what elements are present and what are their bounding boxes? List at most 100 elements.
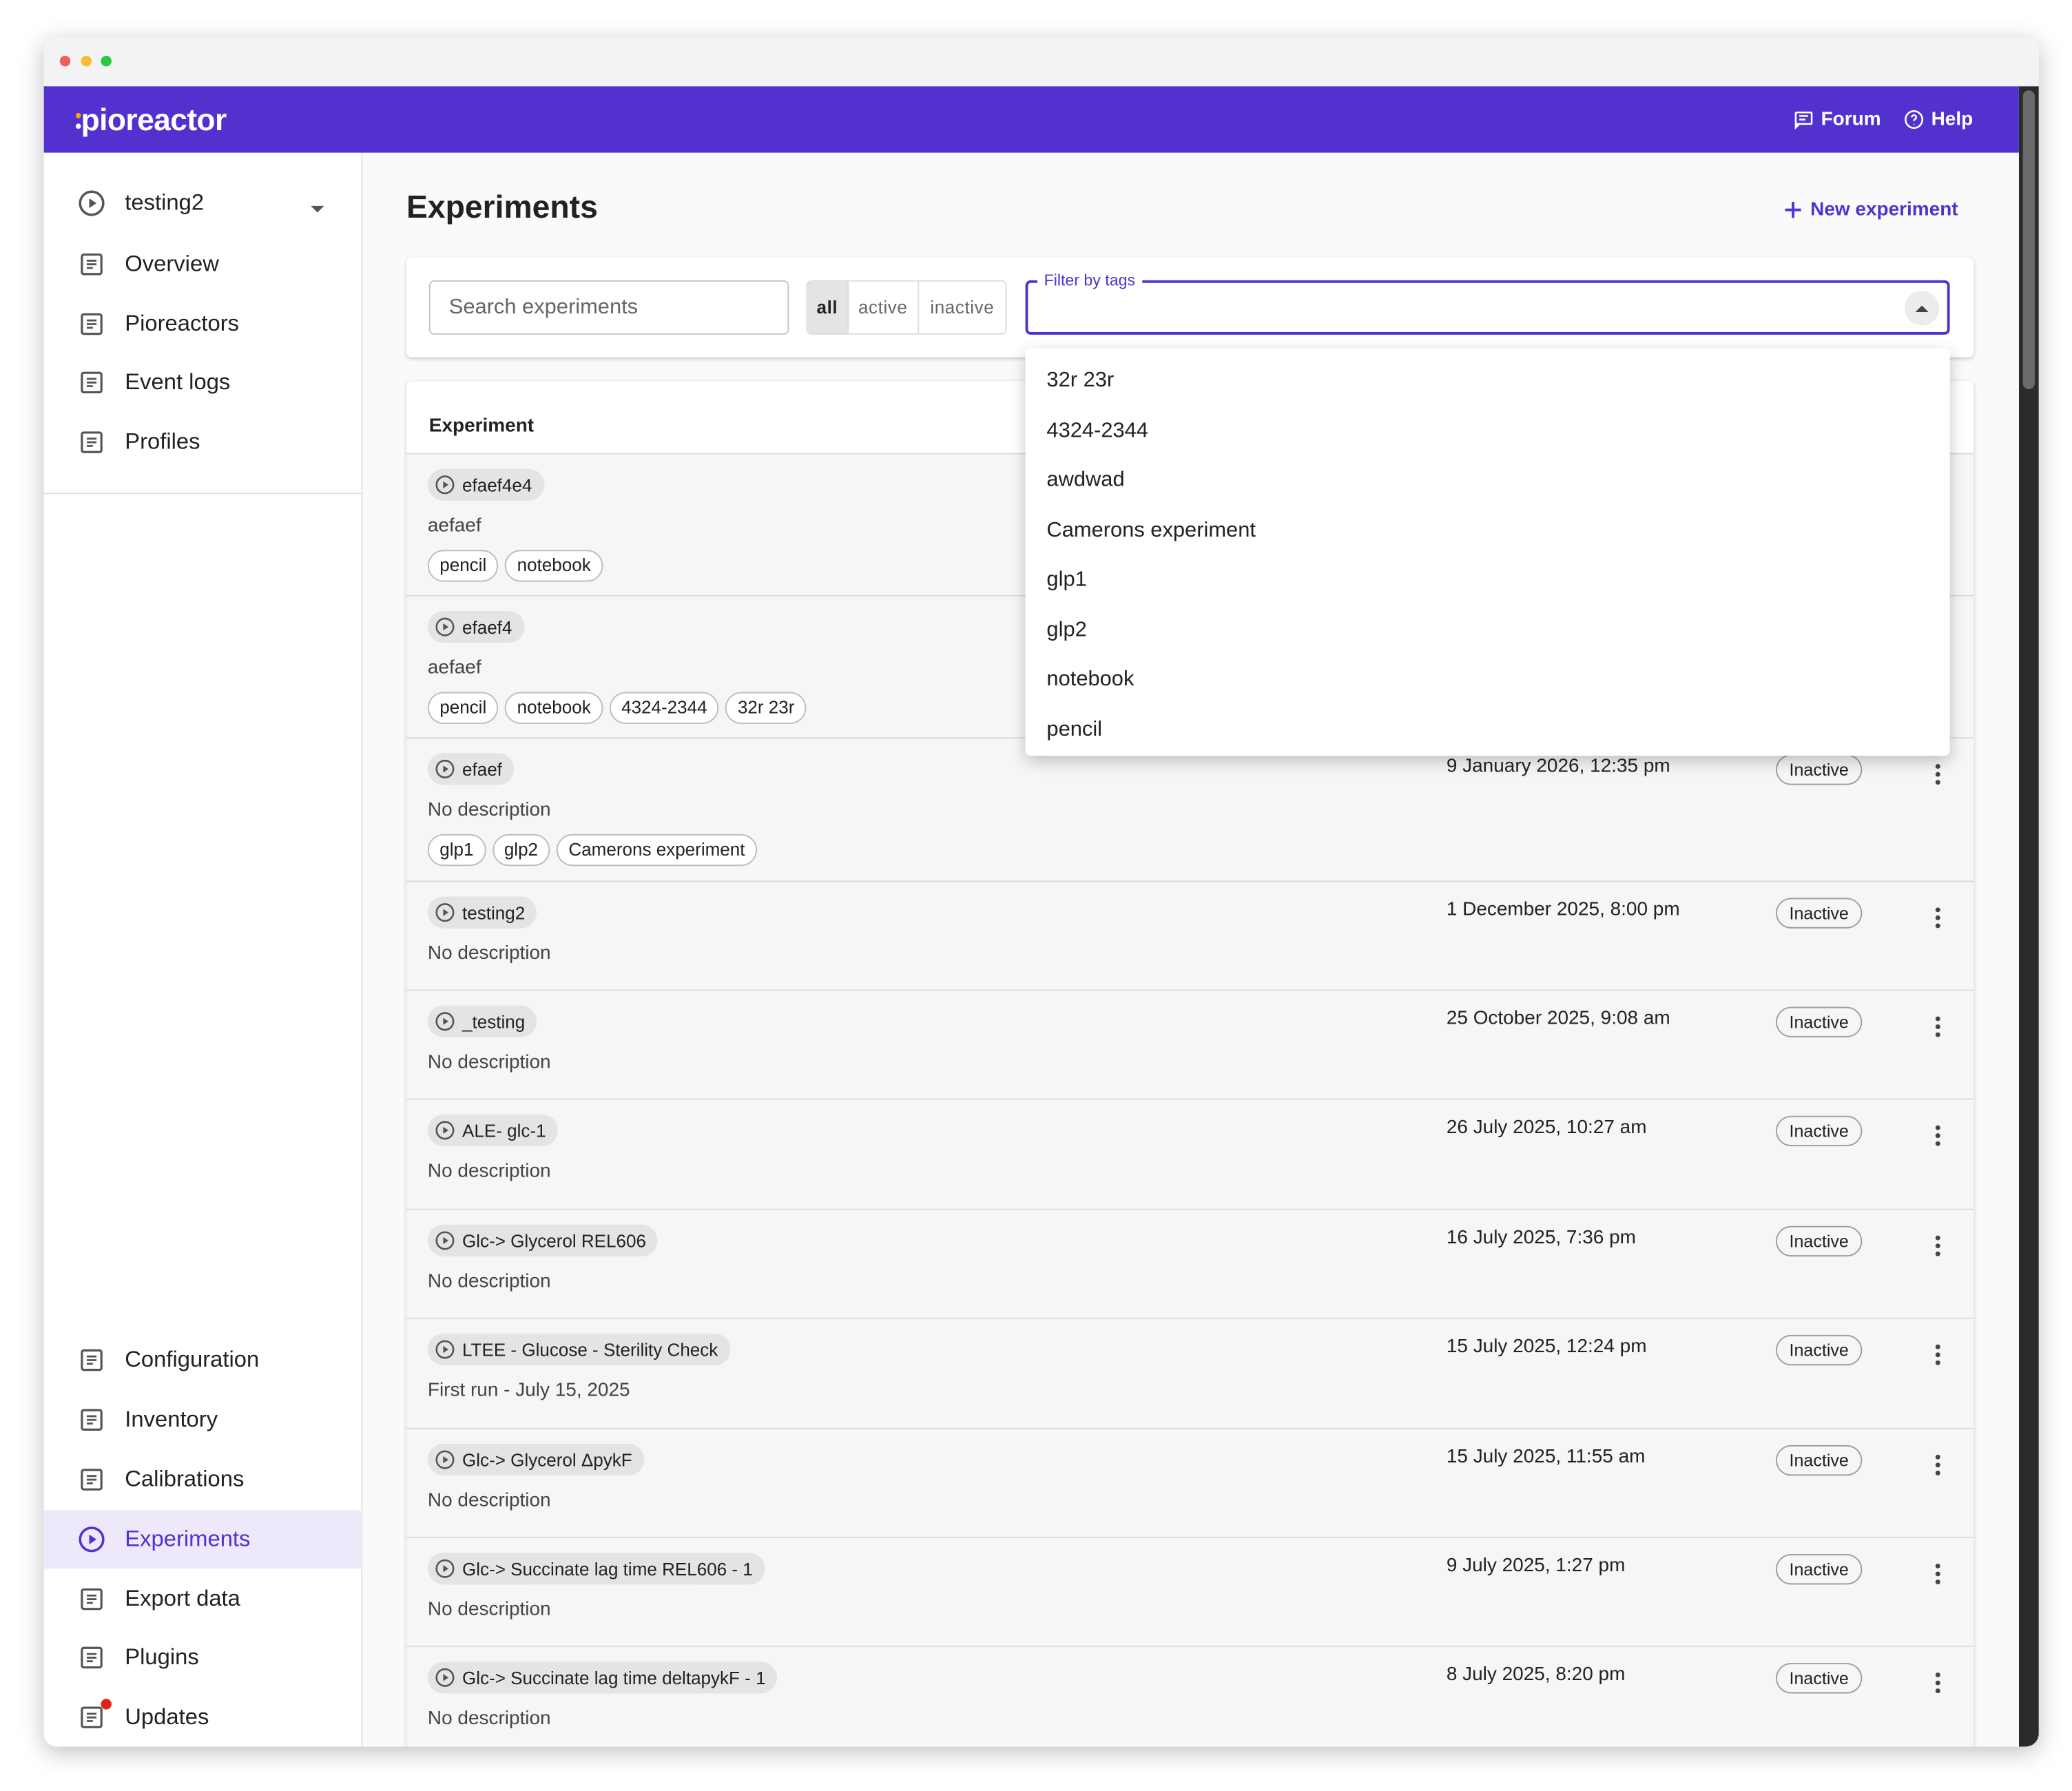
tag-option[interactable]: awdwad — [1046, 468, 1125, 492]
experiment-name: efaef4e4 — [462, 475, 532, 495]
experiment-row[interactable]: testing2 No description 1 December 2025, 8… — [406, 880, 1974, 990]
tag-chip[interactable]: pencil — [427, 692, 499, 724]
tag-option[interactable]: 32r 23r — [1046, 369, 1115, 392]
window-control[interactable] — [80, 55, 92, 67]
tag-chip[interactable]: Camerons experiment — [557, 834, 757, 867]
row-menu[interactable] — [1929, 760, 1947, 789]
experiment-chip[interactable]: LTEE - Glucose - Sterility Check — [427, 1333, 730, 1366]
icon-part — [1935, 1133, 1940, 1139]
experiment-name: LTEE - Glucose - Sterility Check — [462, 1339, 718, 1360]
experiment-row[interactable]: Glc-> Succinate lag time REL606 - 1 No de… — [406, 1536, 1974, 1646]
icon-part — [1935, 1235, 1940, 1256]
experiment-chip[interactable]: Glc-> Succinate lag time REL606 - 1 — [427, 1553, 765, 1585]
nav-item[interactable]: Experiments — [43, 1510, 363, 1569]
window-control[interactable] — [101, 55, 112, 67]
nav-item[interactable]: Configuration — [44, 1331, 363, 1389]
nav-item[interactable]: Event logs — [44, 353, 363, 412]
experiment-description: aefaef — [427, 657, 481, 679]
icon-part — [435, 1559, 455, 1578]
tag-option[interactable]: glp1 — [1046, 568, 1087, 592]
nav-item[interactable]: Profiles — [44, 413, 363, 472]
row-menu[interactable] — [1929, 1560, 1947, 1588]
header-link[interactable]: Forum — [1793, 106, 1881, 133]
experiment-chip[interactable]: testing2 — [427, 896, 537, 929]
new-experiment-button[interactable]: New experiment — [1784, 195, 1970, 224]
nav-item[interactable]: Inventory — [44, 1391, 363, 1449]
row-menu[interactable] — [1929, 1231, 1947, 1260]
nav-label: testing2 — [125, 189, 205, 216]
icon-part — [435, 475, 455, 495]
page-title: Experiments — [406, 189, 598, 226]
nav-item[interactable]: testing2 — [44, 174, 363, 233]
icon-part — [1785, 202, 1801, 218]
nav-icon — [77, 1703, 106, 1732]
toggle-button[interactable]: active — [848, 281, 920, 333]
icon-part — [79, 190, 105, 216]
icon-part — [1935, 1235, 1940, 1241]
row-menu[interactable] — [1929, 1451, 1947, 1480]
icon-part — [1935, 915, 1940, 920]
header-link[interactable]: Help — [1903, 106, 1973, 133]
tag-option[interactable]: pencil — [1046, 718, 1103, 741]
tag-filter-toggle[interactable] — [1905, 291, 1940, 326]
experiment-chip[interactable]: efaef — [427, 753, 515, 785]
tag-chip[interactable]: notebook — [505, 692, 603, 724]
experiment-row[interactable]: ALE- glc-1 No description 26 July 2025, 10… — [406, 1098, 1974, 1209]
tag-chip[interactable]: glp1 — [427, 834, 486, 867]
tag-chip[interactable]: 32r 23r — [725, 692, 807, 724]
row-menu[interactable] — [1929, 1340, 1947, 1369]
nav-item[interactable]: Calibrations — [44, 1451, 363, 1509]
row-menu[interactable] — [1929, 903, 1947, 932]
row-menu[interactable] — [1929, 1668, 1947, 1697]
nav-icon — [77, 1643, 106, 1672]
tag-option[interactable]: notebook — [1046, 667, 1135, 691]
experiment-chip[interactable]: Glc-> Glycerol REL606 — [427, 1224, 659, 1257]
experiment-date: 15 July 2025, 12:24 pm — [1446, 1336, 1647, 1358]
experiment-row[interactable]: efaef No description glp1 glp2 Camerons expe… — [406, 737, 1974, 881]
tag-filter-input[interactable] — [1025, 280, 1950, 335]
experiment-row[interactable]: _testing No description 25 October 2025, 9… — [406, 989, 1974, 1099]
toggle-button[interactable]: all — [807, 281, 849, 333]
icon-part — [86, 1415, 97, 1425]
experiment-row[interactable]: Glc-> Succinate lag time deltapykF - 1 No… — [406, 1646, 1974, 1747]
brand[interactable]: pioreactor — [81, 102, 227, 137]
nav-item[interactable]: Export data — [44, 1570, 363, 1628]
row-menu[interactable] — [1929, 1121, 1947, 1150]
icon-part — [75, 123, 81, 130]
nav-item[interactable]: Overview — [44, 235, 363, 293]
nav-item[interactable]: Plugins — [44, 1628, 363, 1687]
icon-part — [1935, 1125, 1940, 1146]
tag-option[interactable]: Camerons experiment — [1046, 518, 1256, 541]
experiment-row[interactable]: Glc-> Glycerol ΔpykF No description 15 Jul… — [406, 1427, 1974, 1537]
experiment-chip[interactable]: Glc-> Glycerol ΔpykF — [427, 1443, 645, 1476]
window-control[interactable] — [59, 55, 71, 67]
experiment-chip[interactable]: efaef4 — [427, 610, 524, 643]
experiment-chip[interactable]: efaef4e4 — [427, 468, 544, 501]
icon-part — [1935, 1024, 1940, 1029]
nav-item[interactable]: Pioreactors — [44, 295, 363, 353]
scrollbar-thumb[interactable] — [2022, 90, 2035, 389]
row-menu[interactable] — [1929, 1012, 1947, 1041]
tag-chip[interactable]: 4324-2344 — [609, 692, 719, 724]
experiment-chip[interactable]: _testing — [427, 1005, 537, 1037]
icon-part — [435, 903, 455, 922]
tag-chip[interactable]: pencil — [427, 550, 499, 582]
tag-chip[interactable]: notebook — [505, 550, 603, 582]
icon-part — [435, 1559, 455, 1578]
experiment-name: _testing — [462, 1011, 526, 1032]
experiment-chip[interactable]: ALE- glc-1 — [427, 1114, 558, 1147]
tag-option[interactable]: glp2 — [1046, 618, 1087, 641]
experiment-row[interactable]: LTEE - Glucose - Sterility Check First ru… — [406, 1317, 1974, 1428]
experiment-row[interactable]: Glc-> Glycerol REL606 No description 16 Ju… — [406, 1208, 1974, 1318]
experiment-chip[interactable]: Glc-> Succinate lag time deltapykF - 1 — [427, 1661, 778, 1694]
experiment-name: ALE- glc-1 — [462, 1120, 546, 1141]
toggle-button[interactable]: inactive — [930, 297, 995, 318]
nav-item[interactable]: Updates — [44, 1688, 363, 1747]
search-input[interactable]: Search experiments — [428, 280, 789, 335]
status-chip: Inactive — [1776, 1115, 1863, 1147]
icon-part — [1785, 202, 1801, 218]
tag-option[interactable]: 4324-2344 — [1046, 419, 1148, 442]
tag-chip[interactable]: glp2 — [492, 834, 550, 867]
table-header: Experiment — [428, 415, 535, 437]
